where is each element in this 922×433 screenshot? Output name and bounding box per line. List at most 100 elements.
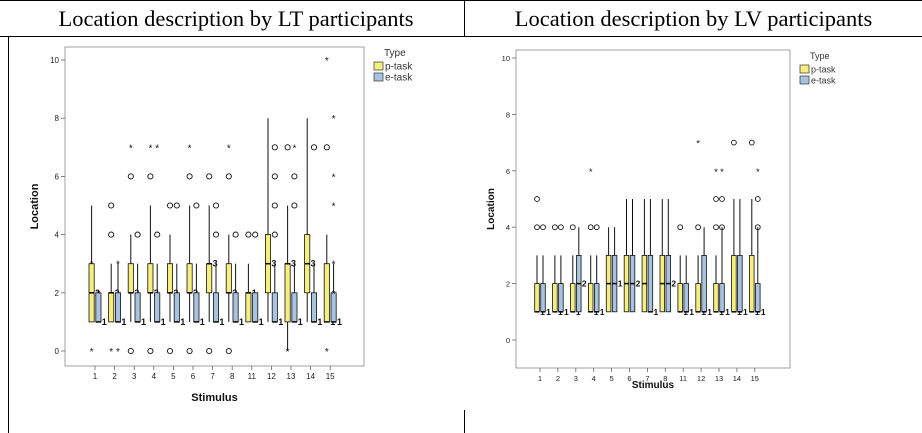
outlier-star-e-task: * [155, 143, 159, 154]
x-tick-label: 12 [267, 372, 276, 381]
outlier-circle-e-task [719, 224, 725, 231]
outlier-circle-p-task [186, 173, 193, 180]
x-tick-label: 4 [592, 374, 596, 383]
median-label-e-task: 1 [689, 307, 694, 317]
x-tick-label: 1 [93, 372, 98, 381]
x-tick-label: 6 [191, 372, 196, 381]
median-label-e-task: 1 [239, 317, 244, 327]
outlier-circle-p-task [166, 202, 174, 209]
legend-title: Type [384, 48, 406, 59]
outlier-circle-p-task [166, 347, 174, 355]
table-column-divider [464, 0, 465, 37]
x-tick-label: 14 [306, 372, 315, 381]
outlier-circle-p-task [206, 347, 213, 355]
outlier-circle-p-task [748, 139, 755, 146]
box-e-task [540, 283, 546, 313]
outlier-star-p-task: * [286, 347, 290, 358]
outlier-star-e-task: * [116, 260, 120, 271]
y-tick-label: 4 [55, 231, 60, 240]
outlier-star-p-task: * [589, 167, 593, 178]
outlier-circle-p-task [587, 224, 594, 231]
table-left-border [8, 36, 9, 433]
legend-label-e-task: e-task [811, 76, 836, 86]
x-tick-label: 12 [697, 374, 705, 383]
x-axis-label: Stimulus [632, 380, 675, 391]
median-label-e-task: 1 [743, 307, 748, 317]
x-tick-label: 5 [171, 372, 176, 381]
box-p-task [731, 254, 737, 313]
outlier-circle-e-task [310, 144, 318, 151]
y-tick-label: 2 [55, 289, 60, 298]
outlier-circle-e-task [754, 224, 761, 231]
outlier-circle-e-task [173, 202, 180, 209]
box-p-task [588, 283, 594, 313]
x-tick-label: 7 [645, 374, 649, 383]
median-label-e-task: 1 [317, 317, 322, 327]
outlier-circle-p-task [713, 224, 719, 231]
y-tick-label: 2 [506, 280, 510, 289]
median-label-e-task: 1 [654, 307, 659, 317]
median-label-e-task: 1 [761, 307, 766, 317]
outlier-circle-e-task [271, 231, 278, 238]
outlier-circle-p-task [108, 231, 115, 238]
box-e-task [683, 283, 689, 313]
median-label-e-task: 1 [102, 317, 107, 327]
x-tick-label: 5 [610, 374, 614, 383]
outlier-star-p-task: * [90, 260, 94, 271]
outlier-star-e-task: * [332, 260, 336, 271]
outlier-star-e-task: * [756, 167, 760, 178]
legend-label-p-task: p-task [811, 65, 836, 75]
legend-swatch-e-task [373, 72, 384, 82]
y-axis-label: Location [486, 188, 497, 230]
outlier-star-e-task: * [332, 289, 336, 300]
outlier-star-p-task: * [129, 143, 133, 154]
median-label-p-task: 3 [213, 259, 218, 269]
median-label-e-task: 1 [707, 307, 712, 317]
median-label-e-task: 1 [600, 307, 605, 317]
y-tick-label: 10 [50, 56, 59, 65]
x-tick-label: 2 [112, 372, 117, 381]
outlier-circle-p-task [186, 347, 193, 355]
outlier-circle-p-task [108, 202, 115, 209]
median-label-e-task: 1 [564, 307, 569, 317]
outlier-circle-p-task [695, 224, 701, 231]
x-tick-label: 3 [574, 374, 578, 383]
outlier-circle-p-task [677, 224, 684, 231]
outlier-circle-p-task [225, 347, 232, 355]
median-label-e-task: 1 [141, 317, 146, 327]
y-tick-label: 0 [55, 347, 60, 356]
outlier-circle-p-task [552, 224, 558, 231]
median-label-e-task: 1 [219, 317, 224, 327]
outlier-circle-e-task [540, 224, 546, 231]
outlier-circle-p-task [731, 139, 737, 146]
outlier-star-p-task: * [109, 347, 113, 358]
box-e-task [755, 283, 761, 313]
y-tick-label: 8 [55, 114, 60, 123]
x-tick-label: 2 [556, 374, 560, 383]
median-label-e-task: 1 [121, 317, 126, 327]
box-p-task [695, 283, 701, 313]
outlier-circle-e-task [154, 231, 161, 238]
outlier-star-e-task: * [332, 114, 336, 125]
outlier-circle-p-task [534, 224, 540, 231]
outlier-circle-e-task [271, 144, 278, 151]
box-p-task [552, 283, 558, 313]
outlier-star-e-task: * [332, 172, 336, 183]
outlier-circle-p-task [245, 231, 252, 238]
outlier-star-p-task: * [714, 167, 718, 178]
legend-title: Type [810, 51, 830, 61]
outlier-star-p-task: * [325, 56, 329, 67]
median-label-e-task: 2 [582, 279, 587, 289]
box-p-task [749, 254, 755, 313]
outlier-circle-e-task [719, 196, 725, 202]
y-tick-label: 0 [506, 336, 510, 345]
outlier-circle-e-task [212, 231, 220, 238]
median-label-p-task: 3 [271, 259, 276, 269]
outlier-circle-e-task [558, 224, 564, 231]
outlier-circle-p-task [323, 144, 330, 151]
outlier-circle-p-task [127, 173, 134, 180]
y-tick-label: 6 [506, 167, 510, 176]
table-header-divider [0, 36, 922, 37]
x-tick-label: 13 [715, 374, 723, 383]
